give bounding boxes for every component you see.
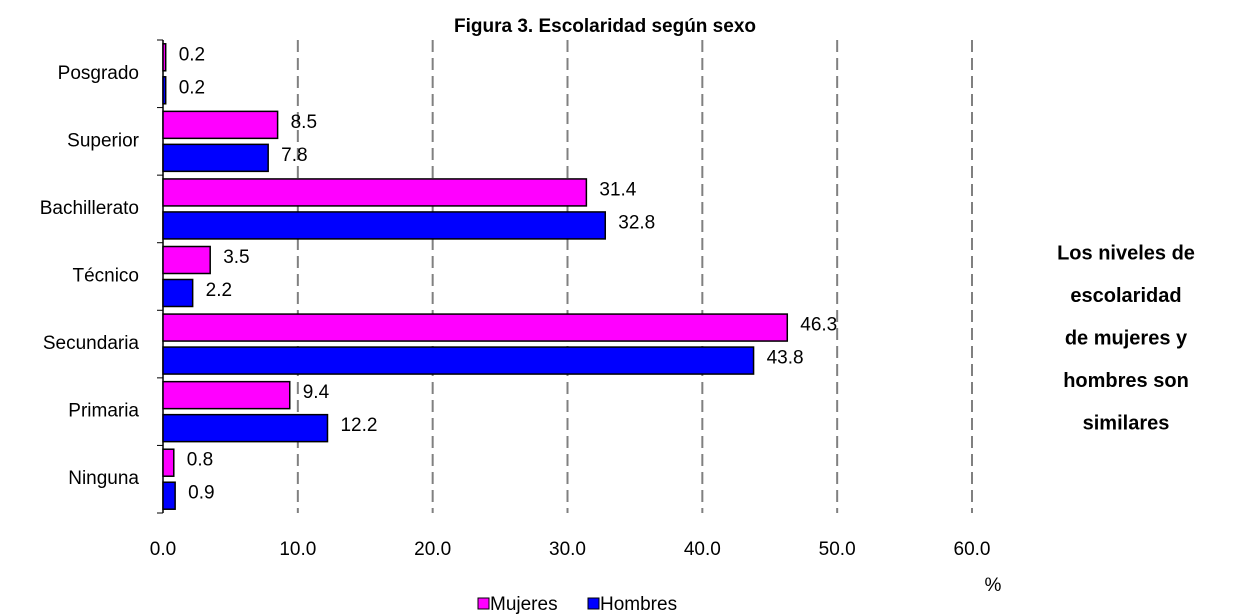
data-label: 0.2 xyxy=(179,44,205,65)
x-tick-label: 60.0 xyxy=(954,539,991,560)
annotation: Los niveles de xyxy=(1057,242,1195,264)
data-label: 32.8 xyxy=(618,212,655,233)
data-label: 43.8 xyxy=(767,348,804,369)
legend-label: Mujeres xyxy=(490,594,558,615)
bar xyxy=(162,413,329,443)
data-label: 8.5 xyxy=(291,112,317,133)
data-label: 12.2 xyxy=(340,415,377,436)
x-tick-label: 10.0 xyxy=(279,539,316,560)
bar xyxy=(162,313,789,342)
annotation: similares xyxy=(1083,412,1170,434)
bar xyxy=(162,76,167,105)
x-tick-label: 40.0 xyxy=(684,539,721,560)
data-label: 0.2 xyxy=(179,77,205,98)
x-tick-label: 0.0 xyxy=(150,539,176,560)
bar xyxy=(162,110,279,140)
annotation: hombres son xyxy=(1063,370,1189,392)
bar xyxy=(162,481,176,510)
x-tick-label: 20.0 xyxy=(414,539,451,560)
bar xyxy=(162,380,291,410)
data-label: 31.4 xyxy=(599,179,636,200)
legend-label: Hombres xyxy=(600,594,677,615)
data-label: 3.5 xyxy=(223,247,249,268)
y-tick-label: Bachillerato xyxy=(40,198,139,219)
bar xyxy=(162,278,194,308)
bar xyxy=(162,346,755,375)
legend-swatch xyxy=(587,597,600,610)
bar xyxy=(162,448,175,477)
chart-title: Figura 3. Escolaridad según sexo xyxy=(454,16,756,37)
bar xyxy=(162,143,269,173)
x-tick-label: 50.0 xyxy=(819,539,856,560)
y-tick-label: Superior xyxy=(67,130,139,151)
data-label: 9.4 xyxy=(303,382,330,403)
x-tick-label: 30.0 xyxy=(549,539,586,560)
y-tick-label: Ninguna xyxy=(68,468,139,489)
y-tick-label: Posgrado xyxy=(58,63,139,84)
bar xyxy=(162,245,211,275)
data-label: 0.8 xyxy=(187,450,213,471)
annotation: escolaridad xyxy=(1070,285,1181,307)
data-label: 0.9 xyxy=(188,483,214,504)
data-label: 2.2 xyxy=(206,280,232,301)
y-tick-label: Técnico xyxy=(72,266,139,287)
legend-swatch xyxy=(477,597,490,610)
bar xyxy=(162,211,607,240)
annotation: de mujeres y xyxy=(1065,327,1188,349)
bar xyxy=(162,43,167,72)
y-tick-label: Primaria xyxy=(68,401,139,422)
y-tick-label: Secundaria xyxy=(43,333,140,354)
data-label: 7.8 xyxy=(281,145,307,166)
x-axis-label: % xyxy=(985,575,1002,596)
data-label: 46.3 xyxy=(800,315,837,336)
bar xyxy=(162,178,588,207)
